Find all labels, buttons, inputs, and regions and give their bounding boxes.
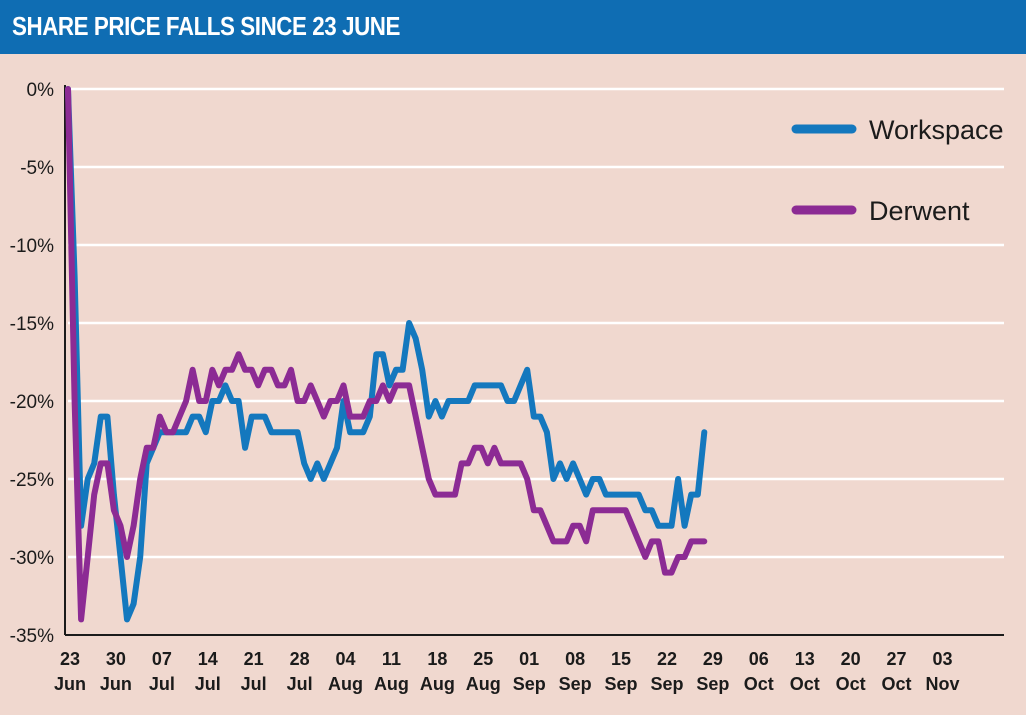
x-tick-day: 01 [519, 649, 539, 669]
x-tick-day: 14 [198, 649, 218, 669]
x-tick-day: 23 [60, 649, 80, 669]
legend: Workspace Derwent [791, 115, 1004, 226]
x-tick-day: 04 [336, 649, 356, 669]
x-tick-day: 15 [611, 649, 631, 669]
x-tick-month: Aug [374, 674, 409, 694]
x-tick-day: 11 [382, 649, 401, 669]
x-tick-day: 07 [152, 649, 172, 669]
x-tick-month: Aug [420, 674, 455, 694]
y-tick-label: -35% [10, 626, 54, 647]
x-tick-month: Sep [650, 674, 683, 694]
x-tick-day: 21 [244, 649, 264, 669]
x-tick-day: 08 [565, 649, 585, 669]
x-tick-month: Jul [149, 674, 175, 694]
legend-label-derwent: Derwent [869, 196, 970, 226]
series-line-derwent [65, 86, 708, 623]
x-tick-month: Jun [100, 674, 132, 694]
legend-label-workspace: Workspace [869, 115, 1004, 145]
gridlines [68, 87, 1004, 559]
y-tick-label: -25% [10, 470, 54, 491]
title-bar: SHARE PRICE FALLS SINCE 23 JUNE [0, 0, 1026, 54]
x-tick-month: Oct [836, 674, 866, 694]
x-tick-month: Oct [882, 674, 912, 694]
x-tick-month: Jul [287, 674, 313, 694]
x-tick-day: 29 [703, 649, 723, 669]
chart-title: SHARE PRICE FALLS SINCE 23 JUNE [12, 11, 400, 41]
x-tick-day: 27 [887, 649, 907, 669]
y-tick-label: -5% [20, 158, 54, 179]
x-tick-month: Aug [328, 674, 363, 694]
x-tick-day: 20 [841, 649, 861, 669]
y-tick-labels: 0% -5% -10% -15% -20% -25% -30% -35% [10, 80, 54, 647]
x-tick-day: 06 [749, 649, 769, 669]
x-tick-month: Jul [241, 674, 267, 694]
x-tick-month: Jul [195, 674, 221, 694]
x-tick-day: 22 [657, 649, 677, 669]
y-tick-label: -30% [10, 548, 54, 569]
y-tick-label: -10% [10, 236, 54, 257]
x-tick-month: Sep [559, 674, 592, 694]
x-tick-day: 03 [932, 649, 952, 669]
x-tick-day: 18 [427, 649, 447, 669]
y-tick-label: -15% [10, 314, 54, 335]
y-tick-label: 0% [27, 80, 55, 101]
x-tick-month: Sep [605, 674, 638, 694]
series-lines [65, 86, 708, 623]
x-tick-month: Nov [925, 674, 959, 694]
x-tick-month: Sep [696, 674, 729, 694]
x-tick-month: Jun [54, 674, 86, 694]
x-tick-month: Sep [513, 674, 546, 694]
x-tick-month: Aug [466, 674, 501, 694]
x-tick-day: 25 [473, 649, 493, 669]
x-tick-day: 28 [290, 649, 310, 669]
x-tick-month: Oct [744, 674, 774, 694]
axes [64, 85, 1004, 636]
series-line-workspace [65, 86, 708, 623]
y-tick-label: -20% [10, 392, 54, 413]
x-tick-labels: 23 Jun 30 Jun 07 Jul 14 Jul 21 Jul 28 Jul 04 Aug 11 Aug… [54, 649, 959, 694]
x-tick-day: 30 [106, 649, 126, 669]
x-tick-month: Oct [790, 674, 820, 694]
x-tick-day: 13 [795, 649, 815, 669]
